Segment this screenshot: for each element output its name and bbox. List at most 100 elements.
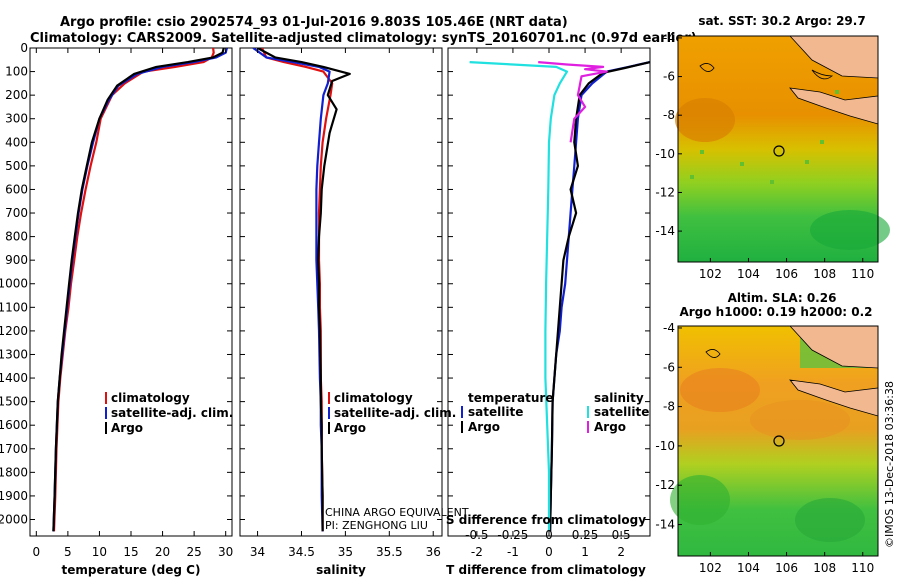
temperature-legend: climatology satellite-adj. clim. Argo [105,391,233,435]
x-tick-label: 15 [123,545,138,559]
y-tick-label: 200 [5,88,28,102]
x-tick-label: 34.5 [288,545,315,559]
salinity-legend: climatology satellite-adj. clim. Argo CH… [325,391,469,532]
s-x-tick-label: -0.5 [465,528,488,542]
y-tick-label: 600 [5,182,28,196]
sla-low-patch [795,498,865,542]
sst-cool-patch [810,210,890,250]
x-tick-label: 25 [186,545,201,559]
sst-map-title: sat. SST: 30.2 Argo: 29.7 [698,14,865,28]
sst-map: sat. SST: 30.2 Argo: 29.7 102 104 106 108 11… [655,14,890,281]
sla-high-patch [680,368,760,412]
series-line-s-argo [538,61,608,143]
sla-low-patch [670,475,730,525]
map-y-tick-label: -10 [655,439,675,453]
y-tick-label: 700 [5,206,28,220]
x-tick-label: 1 [581,545,589,559]
argo-float-location-marker [773,145,785,157]
legend-title-temperature: temperature [468,391,553,405]
imos-credit: ©IMOS 13-Dec-2018 03:36:38 [883,381,896,548]
map-x-tick-label: 106 [775,267,798,281]
map-x-tick-label: 104 [737,561,760,575]
y-tick-label: 1600 [0,418,28,432]
map-y-tick-label: -4 [663,321,675,335]
y-tick-label: 1300 [0,347,28,361]
x-tick-label: 10 [92,545,107,559]
title-line-2: Climatology: CARS2009. Satellite-adjuste… [30,31,697,46]
series-line-t-satellite [549,61,650,532]
legend-label-climatology: climatology [334,391,413,405]
difference-legend: temperature satellite Argo salinity sate… [461,391,649,434]
difference-series-group [469,61,650,532]
sla-map-title: Altim. SLA: 0.26 [728,291,837,305]
sla-map-frame [677,325,879,557]
sst-contour [811,69,834,80]
s-x-tick-label: 0.5 [612,528,631,542]
legend-label-t-argo: Argo [468,420,500,434]
y-tick-label: 900 [5,253,28,267]
s-x-tick-label: 0.25 [572,528,599,542]
sla-map: Altim. SLA: 0.26 Argo h1000: 0.19 h2000:… [655,291,879,575]
series-line-satellite-adj-clim- [52,48,228,532]
y-tick-label: 2000 [0,512,28,526]
series-line-s-satellite [469,61,569,532]
y-tick-label: 800 [5,230,28,244]
sst-map-axes: 102 104 106 108 110 -4 -6 -8 -10 -12 -14 [655,31,874,281]
sla-map-subtitle: Argo h1000: 0.19 h2000: 0.2 [679,305,872,319]
sst-contour [699,63,715,72]
legend-label-climatology: climatology [111,391,190,405]
map-y-tick-label: -12 [655,185,675,199]
y-tick-label: 1000 [0,277,28,291]
series-line-argo [52,48,225,532]
map-y-tick-label: -8 [663,400,675,414]
sst-map-frame [677,35,879,263]
y-tick-label: 100 [5,65,28,79]
x-tick-label: 34 [250,545,265,559]
map-x-tick-label: 108 [813,267,836,281]
map-y-tick-label: -4 [663,31,675,45]
sla-high-patch [750,400,850,440]
map-x-tick-label: 104 [737,267,760,281]
map-y-tick-label: -10 [655,147,675,161]
y-tick-label: 500 [5,159,28,173]
y-tick-label: 1700 [0,442,28,456]
map-y-tick-label: -12 [655,478,675,492]
x-tick-label: 36 [426,545,441,559]
legend-label-argo: Argo [111,421,143,435]
x-tick-label: 0 [545,545,553,559]
y-tick-label: 300 [5,112,28,126]
y-tick-label: 1800 [0,465,28,479]
map-x-tick-label: 106 [775,561,798,575]
salinity-series-group [252,48,351,532]
y-tick-label: 400 [5,135,28,149]
map-y-tick-label: -8 [663,108,675,122]
x-tick-label: 35.5 [376,545,403,559]
x-tick-label: 0 [32,545,40,559]
x-tick-label: 5 [64,545,72,559]
map-x-tick-label: 102 [699,561,722,575]
y-tick-label: 1200 [0,324,28,338]
temperature-xlabel: temperature (deg C) [62,563,201,577]
map-x-tick-label: 108 [813,561,836,575]
salinity-plot-frame [239,47,443,537]
annotation-line-2: PI: ZENGHONG LIU [325,519,428,532]
series-line-t-argo [549,61,650,532]
x-tick-label: 30 [218,545,233,559]
x-tick-label: 20 [155,545,170,559]
difference-s-xlabel: S difference from climatology [446,513,646,527]
annotation-line-1: CHINA ARGO EQUIVALENT [325,506,469,519]
y-tick-label: 1100 [0,300,28,314]
legend-label-argo: Argo [334,421,366,435]
map-y-tick-label: -6 [663,360,675,374]
map-x-tick-label: 110 [851,267,874,281]
x-tick-label: 2 [617,545,625,559]
legend-label-satellite: satellite-adj. clim. [334,406,456,420]
map-y-tick-label: -6 [663,70,675,84]
legend-label-satellite: satellite-adj. clim. [111,406,233,420]
sla-contour [705,349,721,358]
s-x-tick-label: 0 [545,528,553,542]
salinity-xlabel: salinity [316,563,366,577]
temperature-series-group [52,48,228,532]
temperature-plot-frame [29,47,233,537]
